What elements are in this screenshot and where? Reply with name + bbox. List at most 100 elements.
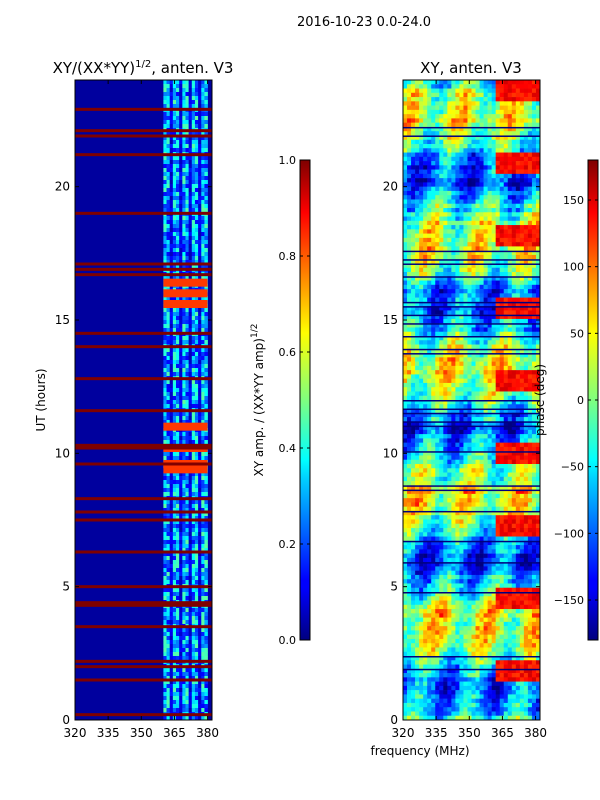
phase-cell xyxy=(463,173,468,179)
amplitude-cell xyxy=(198,488,202,493)
amplitude-cell xyxy=(172,492,177,497)
amplitude-cell xyxy=(166,172,171,177)
phase-cell xyxy=(443,152,448,158)
phase-cell xyxy=(467,301,472,307)
amplitude-cell xyxy=(204,572,208,577)
phase-cell xyxy=(447,144,452,149)
phase-cell xyxy=(431,208,436,213)
amplitude-cell xyxy=(172,668,177,673)
amplitude-cell xyxy=(198,492,202,497)
phase-cell xyxy=(407,118,412,123)
phase-cell xyxy=(439,237,444,243)
phase-cell xyxy=(427,361,432,367)
phase-cell xyxy=(403,361,408,367)
phase-cell xyxy=(495,101,501,106)
amplitude-cell xyxy=(179,568,183,573)
phase-cell xyxy=(511,190,517,196)
phase-cell xyxy=(531,208,537,213)
phase-cell xyxy=(471,250,476,256)
amplitude-cell xyxy=(188,544,193,549)
amplitude-cell xyxy=(201,216,205,221)
phase-cell xyxy=(467,190,472,196)
amplitude-high-band xyxy=(163,278,208,287)
phase-cell xyxy=(471,242,476,247)
phase-cell xyxy=(415,152,420,158)
phase-cell xyxy=(511,126,517,132)
phase-cell xyxy=(535,297,541,303)
amplitude-cell xyxy=(191,312,196,317)
phase-cell xyxy=(499,186,505,192)
amplitude-cell xyxy=(179,316,183,321)
amplitude-cell xyxy=(182,388,186,393)
amplitude-cell xyxy=(169,684,174,689)
phase-cell xyxy=(407,139,412,145)
phase-cell xyxy=(507,118,513,123)
amplitude-cell xyxy=(176,148,180,153)
phase-cell xyxy=(511,97,517,102)
amplitude-cell xyxy=(172,136,177,141)
amplitude-cell xyxy=(191,680,196,685)
phase-cell xyxy=(515,131,521,136)
phase-cell xyxy=(407,254,412,260)
phase-cell xyxy=(491,139,496,145)
phase-cell xyxy=(503,118,509,123)
amplitude-cell xyxy=(201,264,205,269)
phase-cell xyxy=(435,190,440,196)
amplitude-cell xyxy=(163,632,167,637)
phase-cell xyxy=(495,190,501,196)
amplitude-cell xyxy=(201,436,205,441)
phase-cell xyxy=(455,152,460,158)
phase-cell xyxy=(439,378,444,384)
amplitude-cell xyxy=(204,620,208,625)
amplitude-cell xyxy=(169,144,174,149)
amplitude-cell xyxy=(169,412,174,417)
amplitude-cell xyxy=(182,512,186,517)
amplitude-cell xyxy=(166,476,171,481)
phase-cell xyxy=(535,318,541,324)
phase-cell xyxy=(451,152,456,158)
amplitude-cell xyxy=(176,308,180,313)
amplitude-cell xyxy=(201,404,205,409)
amplitude-cell xyxy=(188,96,193,101)
amplitude-cell xyxy=(163,312,167,317)
phase-cell xyxy=(527,246,533,251)
amplitude-cell xyxy=(188,260,193,265)
phase-cell xyxy=(467,374,472,379)
phase-cell xyxy=(479,301,484,307)
phase-cell xyxy=(531,323,537,328)
phase-cell xyxy=(475,250,480,256)
amplitude-cell xyxy=(172,644,177,649)
phase-cell xyxy=(455,246,460,251)
amplitude-cell xyxy=(163,412,167,417)
amplitude-cell xyxy=(176,324,180,329)
phase-cell xyxy=(531,148,537,153)
amplitude-cell xyxy=(182,176,186,181)
amplitude-cell xyxy=(191,708,196,713)
phase-cell xyxy=(515,272,521,277)
phase-cell xyxy=(515,212,521,217)
phase-cell xyxy=(435,331,440,337)
phase-cell xyxy=(495,331,501,337)
phase-cell xyxy=(431,97,436,102)
phase-cell xyxy=(519,88,525,94)
phase-cell xyxy=(427,297,432,303)
phase-cell xyxy=(515,229,521,234)
amplitude-cell xyxy=(198,88,202,93)
phase-cell xyxy=(447,148,452,153)
phase-cell xyxy=(531,97,537,102)
phase-cell xyxy=(471,233,476,239)
amplitude-cell xyxy=(179,420,183,425)
phase-cell xyxy=(527,289,533,294)
phase-cell xyxy=(403,365,408,371)
phase-cell xyxy=(499,374,505,379)
phase-cell xyxy=(443,382,448,388)
phase-cell xyxy=(515,233,521,239)
amplitude-cell xyxy=(191,316,196,321)
phase-cell xyxy=(411,144,416,149)
amplitude-cell xyxy=(191,388,196,393)
amplitude-cell xyxy=(198,692,202,697)
phase-cell xyxy=(423,310,428,315)
phase-cell xyxy=(447,306,452,311)
phase-cell xyxy=(531,190,537,196)
phase-cell xyxy=(459,144,464,149)
